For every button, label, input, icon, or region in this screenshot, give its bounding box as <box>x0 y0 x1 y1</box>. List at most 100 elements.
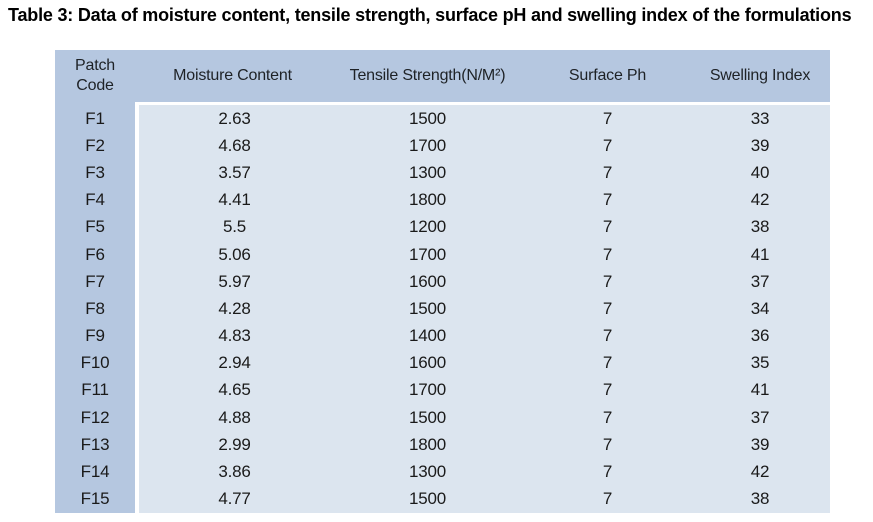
surface-ph-cell: 7 <box>602 108 613 128</box>
swelling-index-cell: 38 <box>750 489 770 509</box>
swelling-index-cell: 42 <box>750 190 770 210</box>
patch-code-cell: F8 <box>85 298 105 318</box>
moisture-content-cell: 3.57 <box>218 162 251 182</box>
moisture-content-cell: 3.86 <box>218 462 251 482</box>
table-row: 4.83 1400 7 36 <box>139 323 830 350</box>
moisture-content-cell: 4.88 <box>218 407 251 427</box>
swelling-index-cell: 40 <box>750 162 770 182</box>
table-caption: Table 3: Data of moisture content, tensi… <box>8 5 852 25</box>
moisture-content-cell: 2.99 <box>218 434 251 454</box>
table-row: 4.28 1500 7 34 <box>139 295 830 322</box>
table-values-block: 2.63 1500 7 33 4.68 1700 7 39 3.57 1300 … <box>139 105 830 513</box>
table-row: 4.68 1700 7 39 <box>139 132 830 159</box>
patch-code-cell: F9 <box>85 326 105 346</box>
patch-code-cell: F5 <box>85 217 105 237</box>
patch-code-cell: F15 <box>80 489 110 509</box>
table-row: 3.86 1300 7 42 <box>139 458 830 485</box>
tensile-strength-cell: 1300 <box>408 162 447 182</box>
moisture-content-cell: 2.94 <box>218 353 251 373</box>
swelling-index-cell: 35 <box>750 353 770 373</box>
surface-ph-cell: 7 <box>602 326 613 346</box>
patch-code-column: F1 F2 F3 F4 F5 F6 F7 F8 F9 F10 F11 F12 F13 F14 F15 <box>55 102 135 513</box>
tensile-strength-cell: 1700 <box>408 244 447 264</box>
patch-code-cell: F14 <box>80 462 110 482</box>
table-row: 4.41 1800 7 42 <box>139 187 830 214</box>
table-row: 5.5 1200 7 38 <box>139 214 830 241</box>
moisture-content-cell: 4.28 <box>218 298 251 318</box>
header-tensile-strength: Tensile Strength(N/M²) <box>349 67 506 84</box>
moisture-content-cell: 2.63 <box>218 108 251 128</box>
tensile-strength-cell: 1500 <box>408 407 447 427</box>
header-patch-code: Patch Code <box>75 57 115 94</box>
surface-ph-cell: 7 <box>602 217 613 237</box>
swelling-index-cell: 41 <box>750 244 770 264</box>
swelling-index-cell: 42 <box>750 462 770 482</box>
table-row: 4.77 1500 7 38 <box>139 486 830 513</box>
table-row: 2.63 1500 7 33 <box>139 105 830 132</box>
table-row: 2.99 1800 7 39 <box>139 431 830 458</box>
surface-ph-cell: 7 <box>602 462 613 482</box>
swelling-index-cell: 39 <box>750 135 770 155</box>
swelling-index-cell: 41 <box>750 380 770 400</box>
moisture-content-cell: 4.65 <box>218 380 251 400</box>
moisture-content-cell: 5.06 <box>218 244 251 264</box>
surface-ph-cell: 7 <box>602 489 613 509</box>
patch-code-cell: F1 <box>85 108 105 128</box>
surface-ph-cell: 7 <box>602 162 613 182</box>
surface-ph-cell: 7 <box>602 380 613 400</box>
tensile-strength-cell: 1700 <box>408 380 447 400</box>
surface-ph-cell: 7 <box>602 271 613 291</box>
surface-ph-cell: 7 <box>602 434 613 454</box>
swelling-index-cell: 33 <box>750 108 770 128</box>
swelling-index-cell: 34 <box>750 298 770 318</box>
patch-code-cell: F7 <box>85 271 105 291</box>
patch-code-cell: F11 <box>81 380 109 400</box>
swelling-index-cell: 38 <box>750 217 770 237</box>
swelling-index-cell: 36 <box>750 326 770 346</box>
table-row: 2.94 1600 7 35 <box>139 350 830 377</box>
tensile-strength-cell: 1500 <box>408 108 447 128</box>
tensile-strength-cell: 1400 <box>408 326 447 346</box>
surface-ph-cell: 7 <box>602 353 613 373</box>
moisture-content-cell: 4.83 <box>218 326 251 346</box>
patch-code-cell: F12 <box>80 407 110 427</box>
swelling-index-cell: 37 <box>750 407 770 427</box>
patch-code-cell: F4 <box>85 190 105 210</box>
header-swelling-index: Swelling Index <box>709 67 811 84</box>
table-row: 5.06 1700 7 41 <box>139 241 830 268</box>
patch-code-cell: F10 <box>80 353 110 373</box>
tensile-strength-cell: 1300 <box>408 462 447 482</box>
header-surface-ph: Surface Ph <box>568 67 647 84</box>
formulations-table: Patch Code Moisture Content Tensile Stre… <box>55 50 830 513</box>
surface-ph-cell: 7 <box>602 135 613 155</box>
patch-code-cell: F3 <box>85 162 105 182</box>
swelling-index-cell: 37 <box>750 271 770 291</box>
tensile-strength-cell: 1500 <box>408 298 447 318</box>
tensile-strength-cell: 1500 <box>408 489 447 509</box>
tensile-strength-cell: 1800 <box>408 434 447 454</box>
table-row: 3.57 1300 7 40 <box>139 159 830 186</box>
tensile-strength-cell: 1800 <box>408 190 447 210</box>
moisture-content-cell: 4.77 <box>218 489 251 509</box>
patch-code-cell: F13 <box>80 434 110 454</box>
tensile-strength-cell: 1600 <box>408 271 447 291</box>
table-header-row: Patch Code Moisture Content Tensile Stre… <box>55 50 830 102</box>
table-row: 5.97 1600 7 37 <box>139 268 830 295</box>
surface-ph-cell: 7 <box>602 407 613 427</box>
tensile-strength-cell: 1700 <box>408 135 447 155</box>
header-moisture-content: Moisture Content <box>173 67 292 84</box>
tensile-strength-cell: 1600 <box>408 353 447 373</box>
table-body: F1 F2 F3 F4 F5 F6 F7 F8 F9 F10 F11 F12 F13 F14 F15 2.6… <box>55 102 830 513</box>
table-row: 4.88 1500 7 37 <box>139 404 830 431</box>
moisture-content-cell: 5.97 <box>218 271 251 291</box>
surface-ph-cell: 7 <box>602 190 613 210</box>
patch-code-cell: F2 <box>85 135 105 155</box>
moisture-content-cell: 4.68 <box>218 135 251 155</box>
table-row: 4.65 1700 7 41 <box>139 377 830 404</box>
moisture-content-cell: 4.41 <box>218 190 251 210</box>
surface-ph-cell: 7 <box>602 298 613 318</box>
moisture-content-cell: 5.5 <box>222 217 247 237</box>
swelling-index-cell: 39 <box>750 434 770 454</box>
tensile-strength-cell: 1200 <box>408 217 447 237</box>
